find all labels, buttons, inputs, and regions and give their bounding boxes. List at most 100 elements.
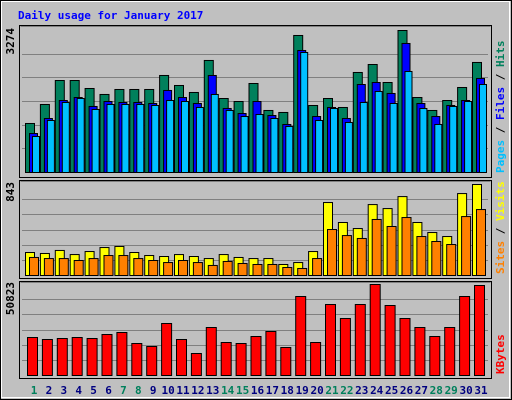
bar	[449, 105, 458, 173]
x-tick-label: 5	[90, 384, 97, 397]
x-tick-label: 31	[474, 384, 488, 397]
legend: KBytes	[494, 334, 507, 374]
bar	[151, 104, 160, 173]
bar	[434, 123, 443, 174]
x-tick-label: 1	[31, 384, 38, 397]
bar	[101, 334, 113, 376]
bar	[339, 318, 351, 377]
bar	[146, 346, 158, 376]
bar	[315, 119, 324, 174]
legend-entry: KBytes	[494, 334, 507, 374]
bar	[404, 70, 413, 173]
x-tick-label: 21	[325, 384, 339, 397]
bar	[210, 93, 219, 173]
bar	[265, 331, 277, 376]
x-tick-label: 19	[296, 384, 309, 397]
x-tick-label: 14	[221, 384, 235, 397]
bar	[399, 318, 411, 377]
bar	[341, 235, 352, 276]
bar	[237, 263, 248, 276]
bar	[310, 342, 322, 377]
bar	[359, 101, 368, 173]
bar	[384, 305, 396, 376]
bar	[190, 352, 202, 377]
x-tick-label: 11	[176, 384, 190, 397]
bar	[73, 259, 84, 277]
bar	[325, 304, 336, 376]
x-tick-label: 12	[191, 384, 204, 397]
x-tick-label: 2	[46, 384, 53, 397]
y-tick-label: 843	[4, 182, 17, 202]
x-tick-label: 6	[105, 384, 112, 397]
x-tick-label: 23	[355, 384, 368, 397]
bar	[479, 83, 487, 173]
bar	[444, 327, 456, 376]
bar	[327, 229, 337, 276]
bar	[43, 258, 54, 276]
bar	[330, 107, 338, 173]
bar	[222, 260, 233, 277]
bar	[344, 121, 353, 173]
legend-entry: Hits	[494, 41, 507, 68]
bar	[195, 106, 204, 173]
bar	[161, 323, 173, 377]
bar	[106, 103, 115, 173]
bar	[356, 237, 367, 277]
x-tick-label: 10	[161, 384, 174, 397]
x-tick-label: 25	[385, 384, 398, 397]
bar	[255, 114, 264, 173]
bar	[205, 327, 217, 376]
bar	[41, 338, 53, 376]
x-tick-label: 29	[445, 384, 458, 397]
bar	[474, 285, 485, 377]
x-tick-label: 3	[60, 384, 67, 397]
y-tick-label: 50823	[4, 282, 17, 315]
legend-entry: Pages	[494, 140, 507, 173]
bar	[401, 217, 412, 276]
bar	[429, 336, 441, 377]
bar	[46, 119, 55, 174]
bar	[369, 284, 381, 376]
bar	[300, 51, 309, 173]
legend-separator: /	[494, 67, 507, 87]
bar	[116, 332, 128, 376]
x-tick-label: 4	[75, 384, 82, 397]
x-tick-label: 13	[206, 384, 219, 397]
bar	[371, 218, 382, 276]
bar	[250, 336, 262, 377]
bar	[416, 236, 427, 276]
bar	[181, 101, 189, 173]
bar	[133, 258, 144, 276]
bar	[354, 304, 366, 376]
bar	[176, 338, 187, 376]
x-tick-label: 9	[150, 384, 157, 397]
bar	[225, 109, 234, 174]
x-tick-label: 18	[281, 384, 294, 397]
bar	[166, 100, 175, 173]
x-tick-label: 26	[400, 384, 414, 397]
bar	[282, 267, 293, 277]
bar	[252, 263, 263, 276]
bar	[131, 342, 143, 377]
legend: Sites / Visits	[494, 181, 507, 274]
legend-entry: Visits	[494, 181, 507, 221]
bar	[431, 240, 442, 277]
x-tick-label: 28	[430, 384, 443, 397]
bar	[280, 347, 292, 377]
bar	[207, 264, 218, 276]
bar	[61, 101, 70, 173]
bar	[118, 255, 129, 277]
bar	[76, 98, 85, 173]
bar	[71, 337, 83, 376]
legend-entry: Sites	[494, 241, 507, 274]
legend-separator: /	[494, 221, 507, 241]
x-tick-label: 30	[459, 384, 472, 397]
bar	[235, 342, 247, 377]
x-tick-label: 15	[236, 384, 249, 397]
bar	[270, 118, 279, 173]
bar	[163, 262, 174, 277]
bar	[461, 216, 472, 277]
bar	[121, 103, 130, 173]
bar	[58, 258, 69, 276]
